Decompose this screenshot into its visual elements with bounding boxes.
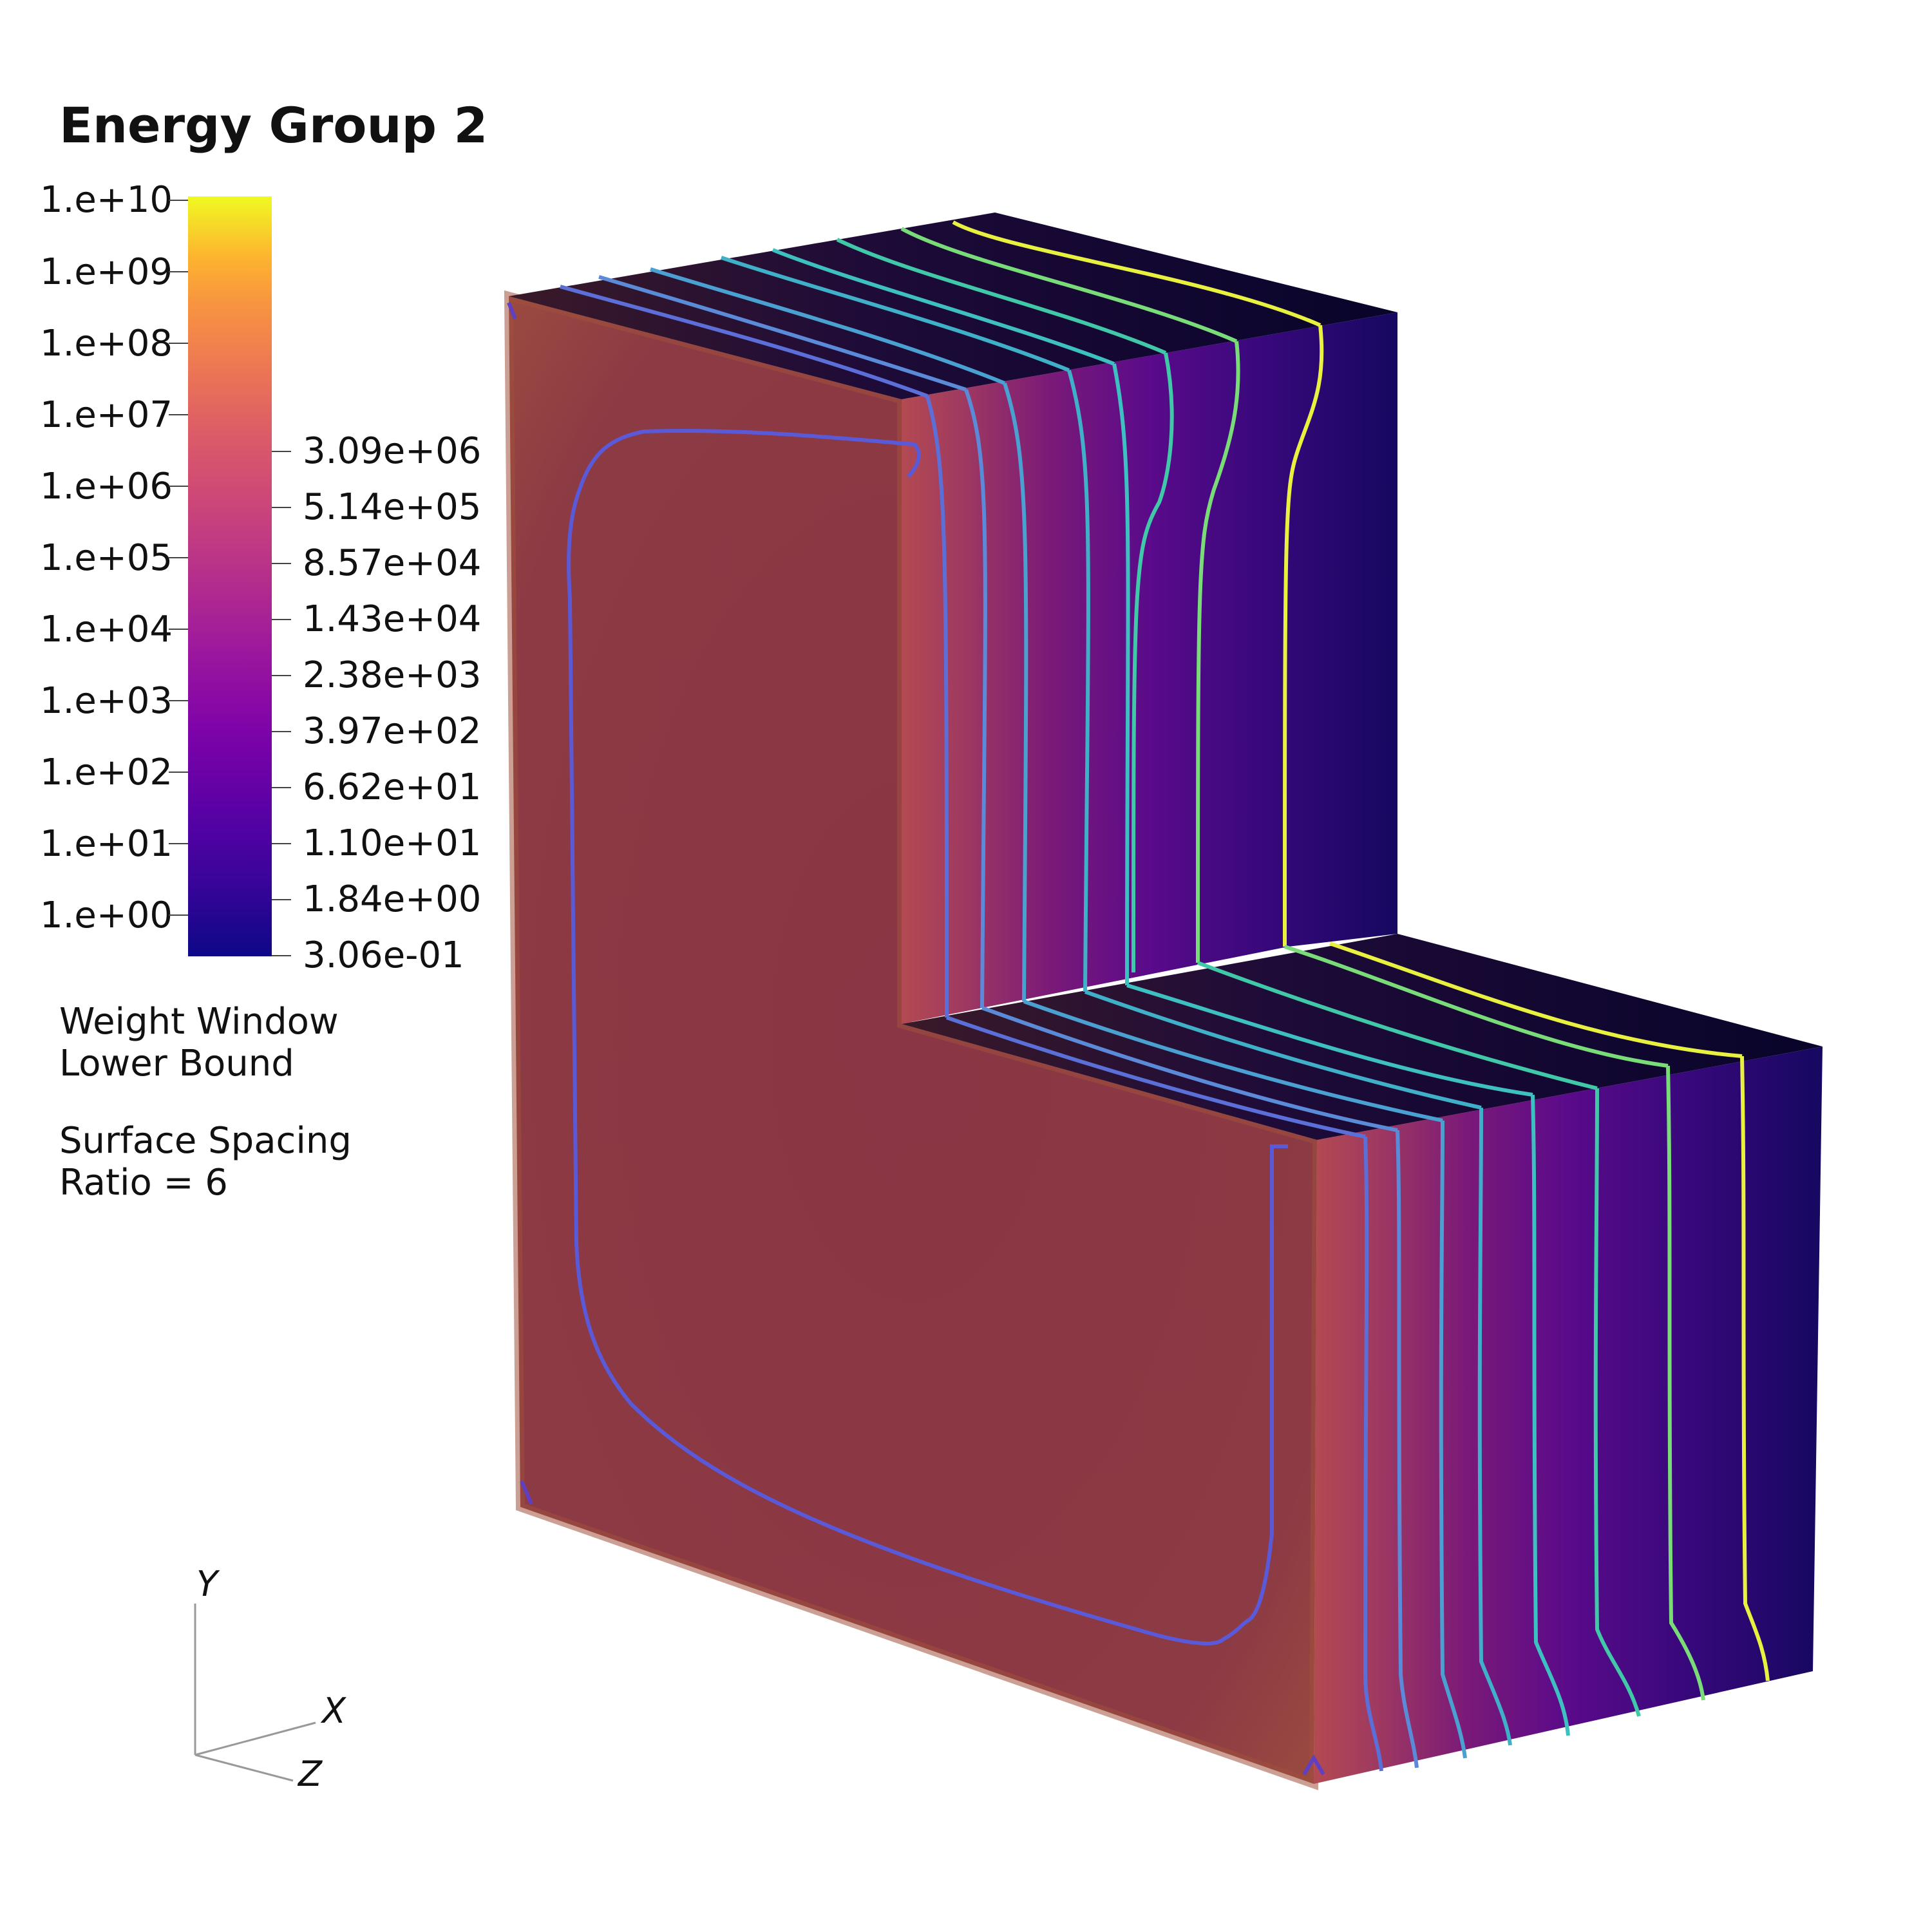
- legend-line: Weight Window: [59, 1001, 339, 1043]
- orientation-axes: Y X Z: [194, 1564, 346, 1794]
- colorbar-left-tick-mark: [169, 343, 188, 344]
- colorbar-right-tick: 2.38e+03: [303, 654, 482, 696]
- contours-upper-side: [925, 325, 1324, 1018]
- z-axis-label: Z: [297, 1754, 323, 1794]
- colorbar-right-tick-mark: [272, 563, 291, 564]
- colorbar-right-tick-mark: [272, 787, 291, 788]
- colorbar-left-tick: 1.e+08: [40, 323, 173, 365]
- y-axis-label: Y: [196, 1564, 220, 1604]
- colorbar: [188, 196, 272, 956]
- colorbar-left-tick: 1.e+09: [40, 251, 173, 293]
- colorbar-left-tick-mark: [169, 271, 188, 272]
- colorbar-right-tick-mark: [272, 451, 291, 452]
- colorbar-left-tick: 1.e+07: [40, 394, 173, 436]
- colorbar-right-tick: 3.09e+06: [303, 430, 482, 472]
- contours-lower-top: [946, 942, 1743, 1139]
- contours-lower-side: [1363, 1056, 1770, 1772]
- colorbar-right-tick-mark: [272, 731, 291, 732]
- colorbar-right-tick: 3.97e+02: [303, 710, 482, 752]
- colorbar-left-tick: 1.e+05: [40, 537, 173, 579]
- colorbar-right-tick-mark: [272, 899, 291, 900]
- colorbar-right-tick: 1.43e+04: [303, 598, 482, 640]
- colorbar-right-tick: 1.84e+00: [303, 878, 482, 920]
- colorbar-left-tick: 1.e+00: [40, 895, 173, 936]
- corner-marker: [1302, 1754, 1325, 1776]
- colorbar-left-tick-mark: [169, 414, 188, 415]
- colorbar-right-tick: 3.06e-01: [303, 934, 464, 976]
- x-axis-line: [194, 1721, 316, 1756]
- colorbar-right-tick: 5.14e+05: [303, 486, 482, 528]
- colorbar-left-tick: 1.e+10: [40, 179, 173, 221]
- contour-front: [567, 429, 1288, 1645]
- x-axis-label: X: [320, 1690, 346, 1731]
- colorbar-left-tick-mark: [169, 557, 188, 558]
- colorbar-left-tick-mark: [169, 486, 188, 487]
- colorbar-left-tick: 1.e+01: [40, 823, 173, 865]
- colorbar-right-tick-mark: [272, 507, 291, 508]
- z-axis-line: [194, 1754, 294, 1782]
- colorbar-right-tick-mark: [272, 619, 291, 620]
- colorbar-left-tick-mark: [169, 914, 188, 916]
- colorbar-left-tick: 1.e+02: [40, 752, 173, 793]
- colorbar-right-tick-mark: [272, 675, 291, 676]
- colorbar-left-tick-mark: [169, 200, 188, 201]
- legend-line: Lower Bound: [59, 1043, 294, 1084]
- front-face: [509, 296, 1317, 1784]
- colorbar-left-tick-mark: [169, 700, 188, 701]
- colorbar-left-tick: 1.e+06: [40, 466, 173, 507]
- lower-side-face: [1314, 1046, 1823, 1784]
- contours-upper-top: [560, 220, 1321, 398]
- colorbar-right-tick-mark: [272, 843, 291, 844]
- corner-marker: [507, 301, 533, 1505]
- colorbar-left-tick-mark: [169, 629, 188, 630]
- colorbar-right-tick-mark: [272, 955, 291, 956]
- legend-line: Surface Spacing: [59, 1120, 352, 1162]
- colorbar-left-tick: 1.e+04: [40, 609, 173, 650]
- legend-line: Ratio = 6: [59, 1162, 228, 1204]
- plot-title: Energy Group 2: [59, 97, 488, 154]
- colorbar-left-tick-mark: [169, 772, 188, 773]
- colorbar-right-tick: 8.57e+04: [303, 542, 482, 584]
- colorbar-right-tick: 1.10e+01: [303, 822, 482, 864]
- colorbar-left-tick: 1.e+03: [40, 680, 173, 722]
- colorbar-left-tick-mark: [169, 843, 188, 844]
- colorbar-right-tick: 6.62e+01: [303, 766, 482, 808]
